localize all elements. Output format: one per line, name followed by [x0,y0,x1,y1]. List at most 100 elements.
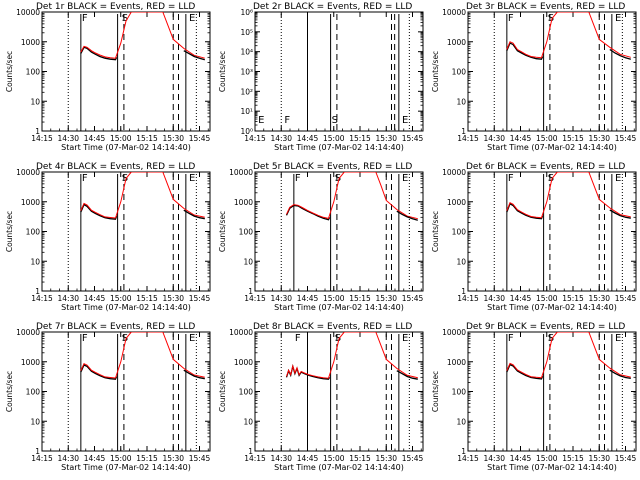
marker-label: E [615,173,621,184]
y-tick-label: 1 [461,447,466,456]
y-axis-label: Counts/sec [431,211,440,252]
x-tick-label: 14:45 [297,294,319,303]
y-tick-label: 10 [30,257,40,266]
x-tick-label: 14:30 [270,454,292,463]
x-tick-label: 14:45 [84,454,106,463]
x-tick-label: 15:15 [562,454,584,463]
y-tick-label: 1000 [234,198,253,207]
x-tick-label: 14:15 [244,454,266,463]
marker-label: F [508,333,514,344]
lld-series-line [80,172,205,219]
x-tick-label: 14:15 [244,294,266,303]
marker-label: E [402,333,408,344]
plot-frame [254,171,424,292]
y-tick-label: 100 [452,388,467,397]
y-tick-label: 100 [452,228,467,237]
panel-title: Det 6r BLACK = Events, RED = LLD [466,162,625,172]
plot-frame [254,11,424,132]
x-tick-label: 14:30 [57,454,79,463]
y-tick-label: 10000 [16,168,40,177]
y-tick-label: 1000 [447,198,466,207]
y-tick-label: 10 [243,257,253,266]
events-series-line [609,48,631,60]
marker-label: E [258,115,264,126]
y-tick-label: 100 [239,388,254,397]
marker-label: S [332,115,338,126]
x-tick-label: 15:00 [110,454,132,463]
marker-label: F [295,333,301,344]
y-tick-label: 10 [456,417,466,426]
panel-1: Det 1r BLACK = Events, RED = LLD 1 10 100 10… [5,2,211,152]
y-tick-label: 10¹ [240,107,253,116]
x-tick-label: 15:15 [136,454,158,463]
y-axis-label: Counts/sec [5,51,14,92]
y-tick-label: 100 [26,68,41,77]
marker-label: E [189,13,195,24]
y-tick-label: 10000 [442,8,466,17]
x-axis-label: Start Time (07-Mar-02 14:14:40) [487,463,617,472]
x-tick-label: 15:30 [162,294,184,303]
x-tick-label: 15:45 [615,294,637,303]
marker-label: E [615,13,621,24]
y-tick-label: 1 [461,287,466,296]
marker-label: E [189,173,195,184]
marker-label: S [335,333,341,344]
marker-label: E [189,333,195,344]
y-tick-label: 100 [239,228,254,237]
events-series-line [506,202,544,220]
x-tick-label: 15:45 [402,294,424,303]
events-series-line [609,209,631,219]
x-axis-label: Start Time (07-Mar-02 14:14:40) [61,143,191,152]
x-tick-label: 14:30 [270,134,292,143]
events-series-line [183,209,205,220]
y-tick-label: 100 [26,228,41,237]
x-tick-label: 15:00 [323,134,345,143]
x-tick-label: 15:30 [588,294,610,303]
panel-8: Det 8r BLACK = Events, RED = LLD 1 10 100 10… [218,322,424,472]
x-tick-label: 15:00 [323,294,345,303]
x-tick-label: 14:15 [31,454,53,463]
y-tick-label: 1000 [21,358,40,367]
x-tick-label: 15:00 [110,134,132,143]
y-tick-label: 10000 [229,328,253,337]
y-tick-label: 10⁶ [240,8,253,17]
events-series-line [506,363,544,380]
y-tick-label: 10 [456,97,466,106]
x-axis-label: Start Time (07-Mar-02 14:14:40) [274,143,404,152]
x-tick-label: 14:30 [270,294,292,303]
marker-label: S [122,333,128,344]
x-tick-label: 15:45 [402,454,424,463]
x-tick-label: 14:15 [457,294,479,303]
x-tick-label: 14:45 [297,454,319,463]
marker-label: F [82,173,88,184]
x-tick-label: 15:45 [189,294,211,303]
events-series-line [183,369,205,380]
events-series-line [80,203,118,220]
events-series-line [609,369,631,380]
plot-frame [467,171,637,292]
panel-title: Det 2r BLACK = Events, RED = LLD [253,2,412,12]
x-tick-label: 15:00 [323,454,345,463]
x-tick-label: 14:15 [31,134,53,143]
x-tick-label: 14:45 [84,294,106,303]
x-tick-label: 15:30 [588,454,610,463]
y-tick-label: 10000 [442,168,466,177]
lld-series-line [506,172,631,219]
plot-frame [41,11,211,132]
marker-label: S [122,173,128,184]
lld-series-line [80,332,205,379]
x-tick-label: 14:45 [84,134,106,143]
x-tick-label: 15:15 [349,134,371,143]
x-tick-label: 15:45 [615,134,637,143]
y-axis-label: Counts/sec [5,211,14,252]
x-tick-label: 14:30 [57,134,79,143]
panel-9: Det 9r BLACK = Events, RED = LLD 1 10 100 10… [431,322,637,472]
y-tick-label: 10000 [16,328,40,337]
marker-label: S [335,173,341,184]
x-tick-label: 15:30 [162,134,184,143]
x-tick-label: 15:15 [562,134,584,143]
panel-title: Det 7r BLACK = Events, RED = LLD [36,322,195,332]
y-tick-label: 100 [26,388,41,397]
